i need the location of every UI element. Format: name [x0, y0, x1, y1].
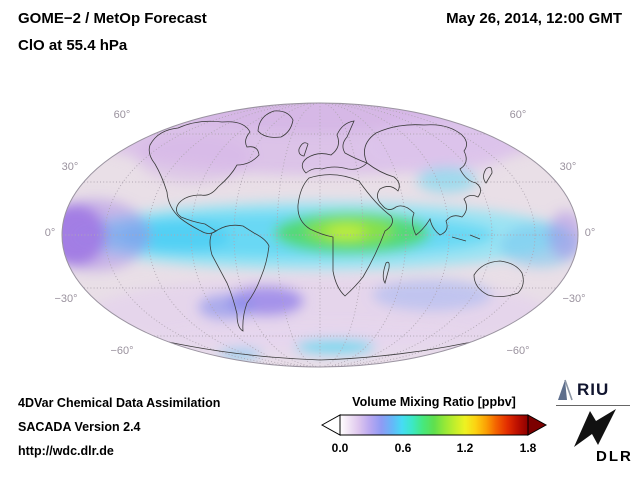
graticule — [62, 103, 578, 367]
lat-label-right-m30: −30° — [562, 293, 586, 305]
footer-line-assimilation: 4DVar Chemical Data Assimilation — [18, 396, 221, 410]
page-title: GOME−2 / MetOp Forecast — [18, 10, 207, 27]
coastlines — [145, 110, 542, 361]
lat-label-left-m30: −30° — [54, 293, 78, 305]
riu-logo-text: RIU — [577, 380, 610, 399]
world-map — [61, 102, 579, 368]
lat-label-right-m60: −60° — [506, 345, 530, 357]
colorbar-tick-3: 1.8 — [519, 441, 537, 455]
footer-line-version: SACADA Version 2.4 — [18, 420, 141, 434]
lat-label-left-0: 0° — [44, 227, 56, 239]
colorbar-tick-1: 0.6 — [394, 441, 412, 455]
colorbar-title: Volume Mixing Ratio [ppbv] — [352, 395, 516, 409]
lat-label-right-0: 0° — [584, 227, 596, 239]
lat-label-left-60: 60° — [113, 109, 131, 121]
map-outline — [61, 102, 579, 368]
lat-label-right-30: 30° — [559, 161, 577, 173]
riu-logo-icon — [558, 379, 573, 401]
riu-logo: RIU — [556, 378, 630, 406]
lat-label-left-m60: −60° — [110, 345, 134, 357]
lat-label-left-30: 30° — [61, 161, 79, 173]
colorbar-left-arrow — [320, 414, 341, 436]
timestamp: May 26, 2014, 12:00 GMT — [446, 10, 622, 27]
colorbar-tick-0: 0.0 — [331, 441, 349, 455]
colorbar-gradient — [339, 414, 529, 436]
colorbar-tick-2: 1.2 — [456, 441, 474, 455]
dlr-logo-icon — [574, 409, 616, 447]
colorbar-right-arrow — [527, 414, 548, 436]
footer-line-url: http://wdc.dlr.de — [18, 444, 114, 458]
dlr-logo-text: DLR — [596, 448, 633, 465]
colorbar — [320, 414, 548, 436]
page-subtitle: ClO at 55.4 hPa — [18, 37, 128, 54]
lat-label-right-60: 60° — [509, 109, 527, 121]
